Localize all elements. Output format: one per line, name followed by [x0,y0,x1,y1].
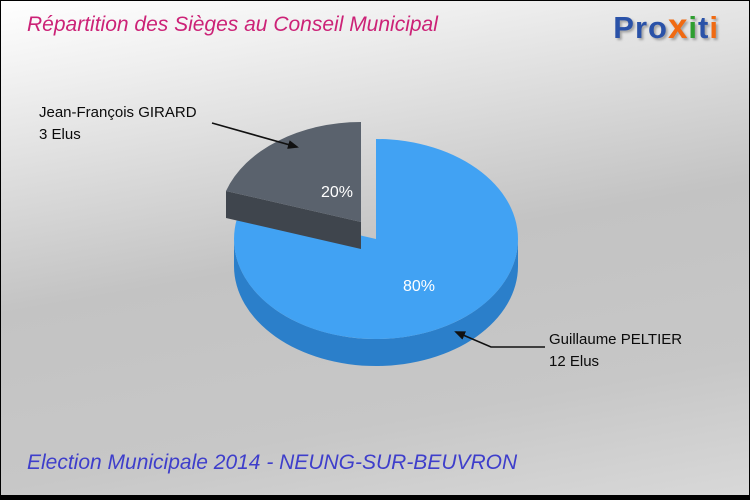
pie-slice-girard-top [226,122,361,222]
pie-slice-girard-side [226,191,361,249]
callout-peltier-name: Guillaume PELTIER [549,331,683,348]
pie-slice-peltier-top [234,139,519,340]
callout-line-girard [211,122,299,149]
logo-part-i1: i [688,10,699,45]
callout-line-peltier [454,331,545,348]
slice-percent-label-peltier: 80% [402,278,436,295]
logo-part-i2: i [709,10,719,45]
logo-part-t: t [698,10,710,45]
callout-label-girard: Jean-François GIRARD 3 Elus [39,102,197,146]
slice-percent-label-girard: 20% [320,184,354,201]
callout-girard-seats: 3 Elus [39,125,81,143]
callout-label-peltier: Guillaume PELTIER 12 Elus [549,329,682,373]
proxiti-logo: Proxiti [613,7,719,47]
logo-part-pro: Pro [613,10,668,45]
chart-title: Répartition des Sièges au Conseil Munici… [27,13,438,36]
callout-peltier-seats: 12 Elus [549,352,600,370]
pie-slice-peltier-side [234,239,518,366]
logo-part-x: x [667,7,689,46]
election-subtitle: Election Municipale 2014 - NEUNG-SUR-BEU… [27,451,518,474]
callout-girard-name: Jean-François GIRARD [39,104,197,121]
